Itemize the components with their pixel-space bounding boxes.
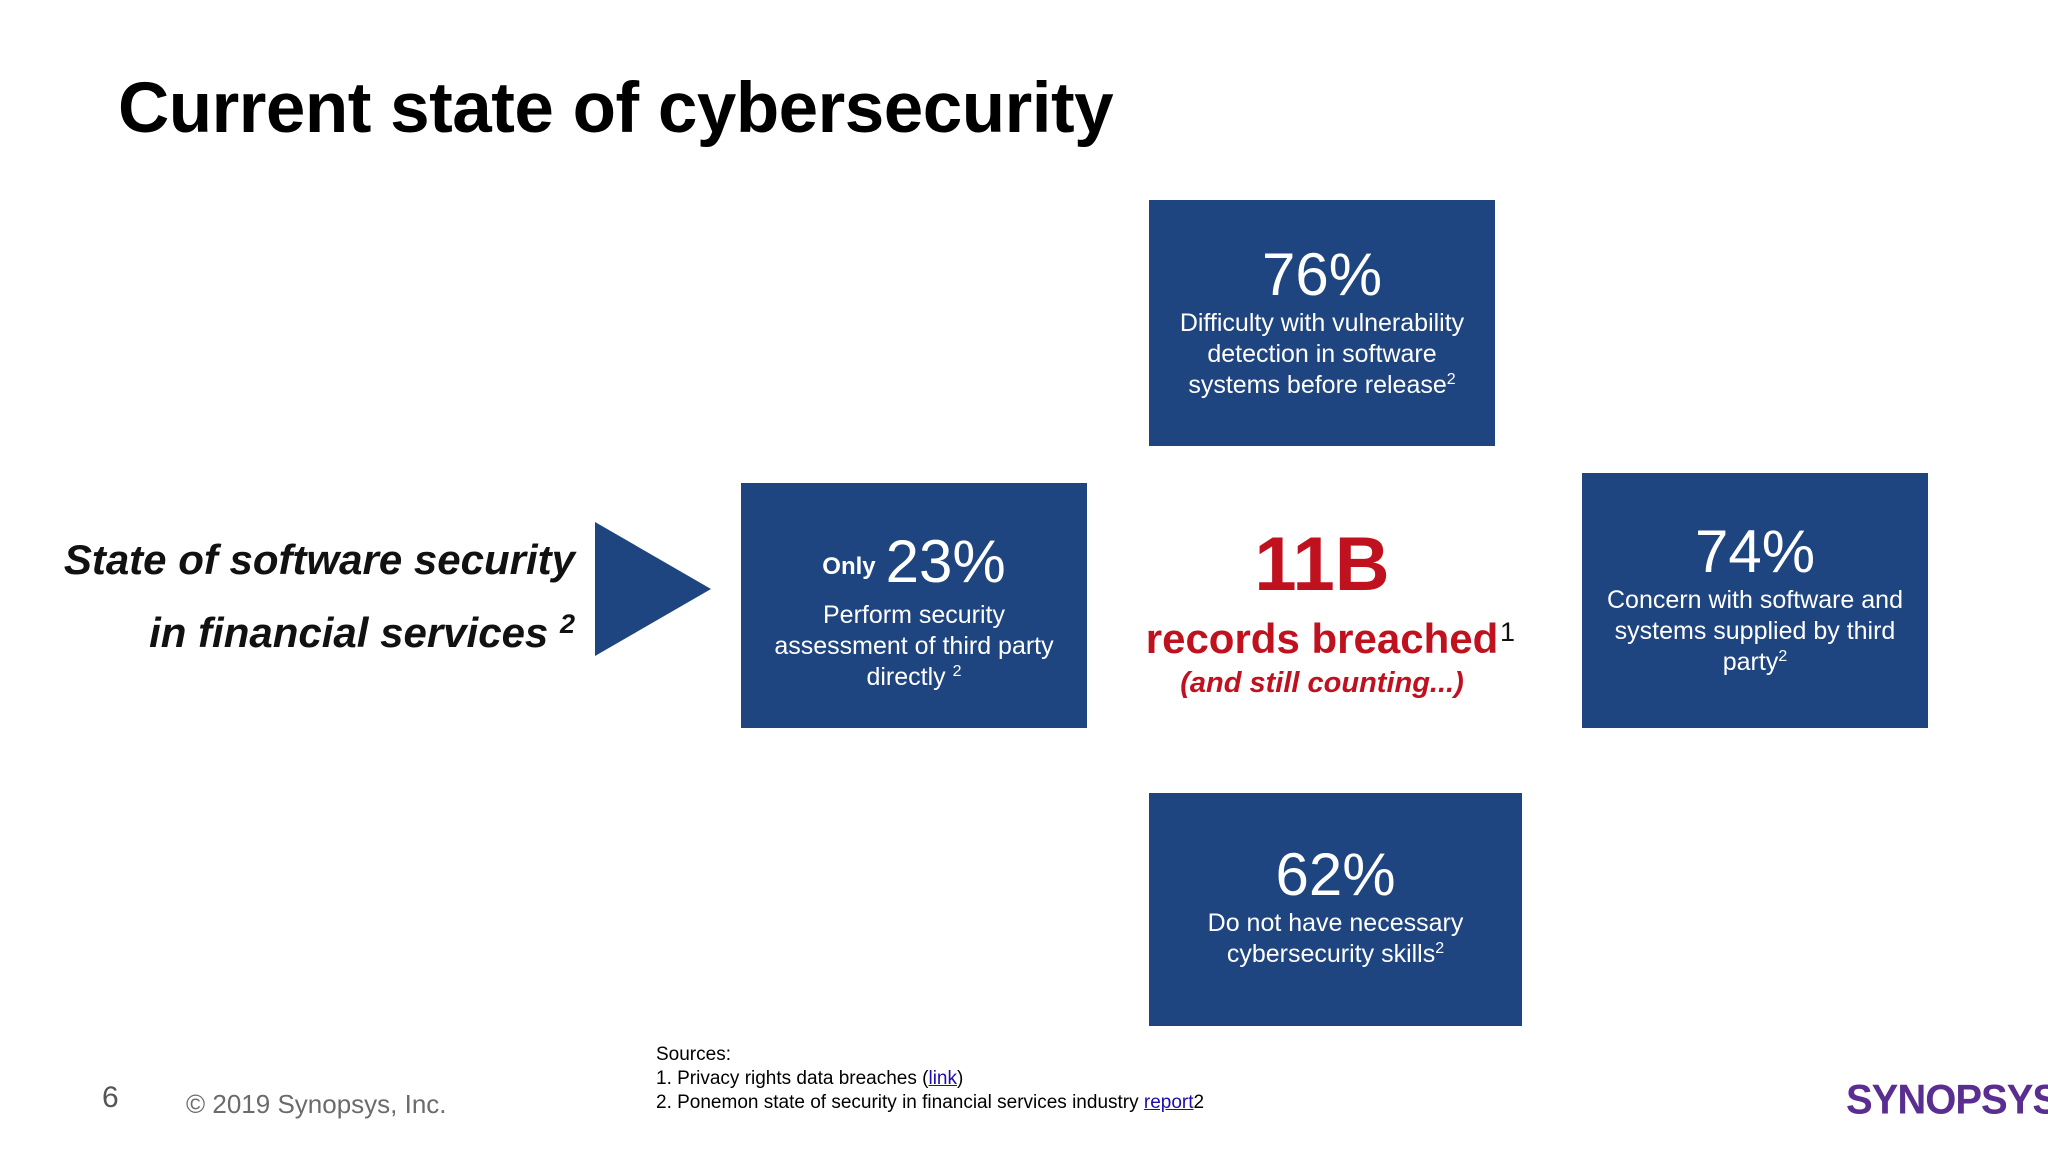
stat-value-wrap: Only 23%: [741, 529, 1087, 600]
source-item-2-end: 2: [1193, 1092, 1205, 1113]
stat-value: 62%: [1275, 841, 1396, 908]
stat-description-wrap: Do not have necessary cybersecurity skil…: [1186, 908, 1486, 970]
stat-description-wrap: Difficulty with vulnerability detection …: [1172, 308, 1472, 401]
subject-label: State of software security in financial …: [64, 528, 575, 665]
source-item-2-text: 2. Ponemon state of security in financia…: [656, 1092, 1144, 1113]
source-item-1-end: ): [956, 1068, 964, 1089]
source-item-1: 1. Privacy rights data breaches (link): [656, 1067, 1204, 1091]
breach-footnote: 1: [1500, 617, 1516, 647]
stat-box-third-party-assessment: Only 23% Perform security assessment of t…: [741, 483, 1087, 728]
stat-value: 76%: [1261, 241, 1383, 308]
stat-box-skills-gap: 62% Do not have necessary cybersecurity …: [1149, 793, 1522, 1026]
stat-footnote: 2: [1778, 648, 1788, 665]
source-item-1-text: 1. Privacy rights data breaches (: [656, 1068, 929, 1089]
stat-prefix: Only: [822, 553, 876, 580]
synopsys-logo: SYNOPSYS®: [1846, 1077, 2048, 1124]
subject-line-2-wrap: in financial services 2: [64, 592, 575, 665]
stat-description: Perform security assessment of third par…: [774, 601, 1054, 691]
stat-description-wrap: Perform security assessment of third par…: [764, 600, 1064, 693]
stat-box-vulnerability-detection: 76% Difficulty with vulnerability detect…: [1149, 200, 1495, 446]
stat-records-breached: 11B records breached 1 (and still counti…: [1120, 515, 1524, 703]
stat-description: Do not have necessary cybersecurity skil…: [1207, 909, 1464, 968]
copyright: © 2019 Synopsys, Inc.: [186, 1089, 447, 1119]
subject-line-1: State of software security: [63, 536, 575, 583]
stat-description: Concern with software and systems suppli…: [1607, 586, 1903, 676]
stat-footnote: 2: [1435, 940, 1445, 957]
source-item-2: 2. Ponemon state of security in financia…: [656, 1091, 1204, 1115]
sources-heading: Sources:: [656, 1044, 731, 1065]
stat-description: Difficulty with vulnerability detection …: [1179, 309, 1465, 399]
stat-footnote: 2: [1446, 371, 1456, 388]
source-link-ponemon-report[interactable]: report: [1143, 1092, 1194, 1113]
page-number: 6: [102, 1081, 119, 1114]
breach-count: 11B: [1254, 522, 1390, 607]
subject-footnote: 2: [559, 609, 575, 639]
breach-note: (and still counting...): [1180, 667, 1464, 699]
logo-text: SYNOPSYS: [1846, 1076, 2048, 1124]
sources-list: Sources: 1. Privacy rights data breaches…: [656, 1043, 1204, 1115]
stat-box-supplier-concern: 74% Concern with software and systems su…: [1582, 473, 1928, 728]
play-arrow-icon: [595, 522, 711, 656]
stat-footnote: 2: [952, 663, 962, 680]
stat-description-wrap: Concern with software and systems suppli…: [1595, 585, 1915, 678]
slide-title: Current state of cybersecurity: [118, 69, 1114, 148]
stat-value: 23%: [885, 528, 1006, 595]
subject-line-2: in financial services: [149, 609, 549, 656]
source-link-privacy-rights[interactable]: link: [928, 1068, 957, 1089]
breach-label: records breached: [1145, 615, 1499, 662]
stat-value: 74%: [1694, 518, 1816, 585]
